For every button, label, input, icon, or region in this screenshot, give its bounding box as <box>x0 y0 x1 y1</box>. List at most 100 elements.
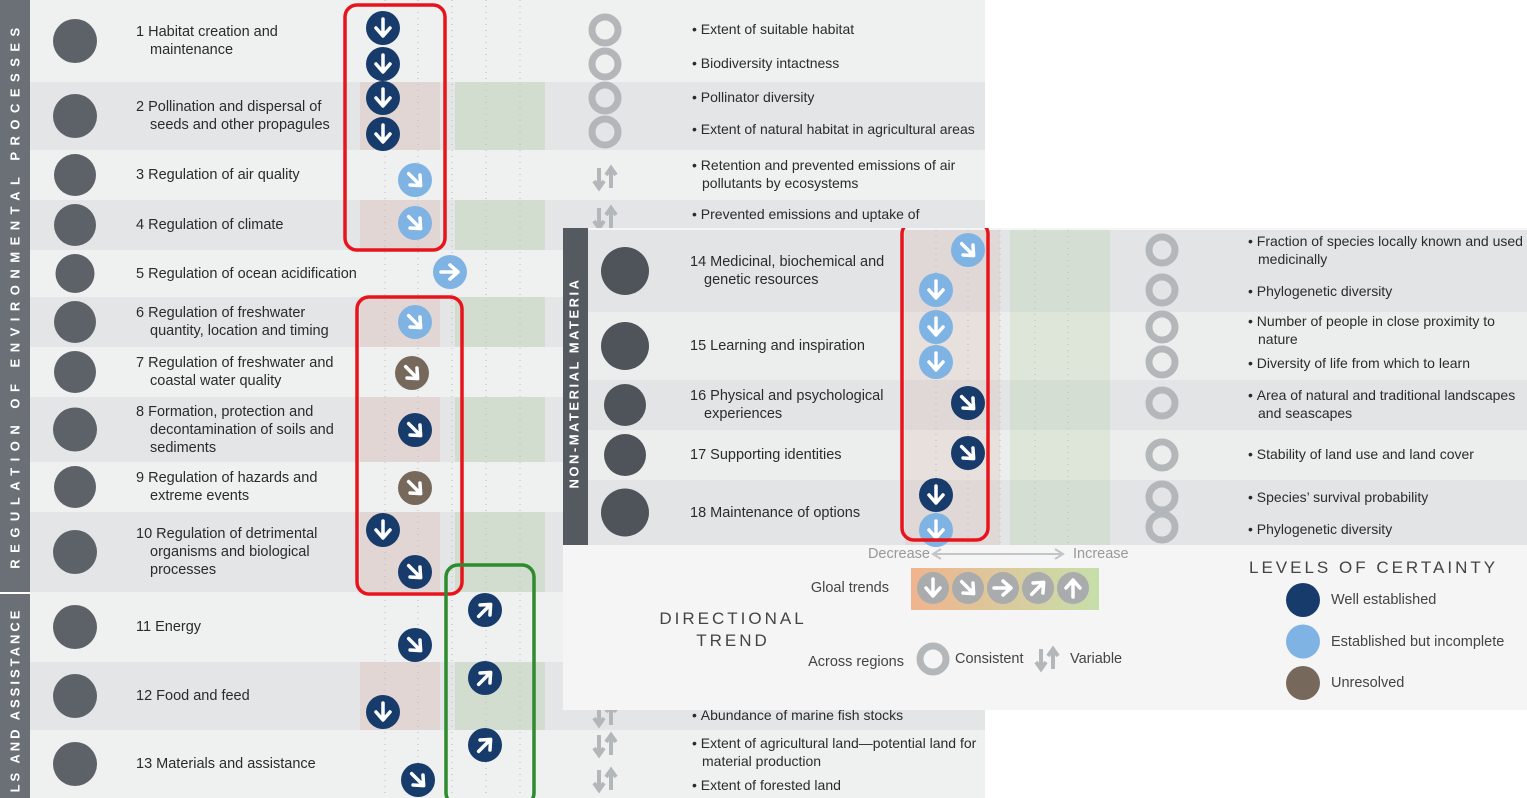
trend-arrow <box>366 513 400 547</box>
indicator: Area of natural and traditional landscap… <box>1248 386 1527 422</box>
service-icon <box>54 301 96 343</box>
trend-arrow <box>919 273 953 307</box>
trend-arrow <box>917 572 949 604</box>
trend-arrow <box>919 310 953 344</box>
consistent-ring <box>1145 438 1179 472</box>
indicator: Fraction of species locally known and us… <box>1248 232 1527 268</box>
variable-icon <box>592 164 618 192</box>
consistent-ring <box>588 81 622 115</box>
service-icon <box>54 466 96 508</box>
arrow-glyph <box>959 444 976 461</box>
trend-arrow <box>398 305 432 339</box>
consistent-ring <box>1145 310 1179 344</box>
consistent-ring <box>588 115 622 149</box>
service-icon <box>55 254 95 293</box>
indicator: Abundance of marine fish stocks <box>692 706 977 724</box>
trend-arrow <box>366 695 400 729</box>
service-label: 16 Physical and psychological experience… <box>690 388 884 422</box>
arrow-glyph <box>374 123 392 144</box>
legend-variable: Variable <box>1070 651 1123 667</box>
certainty-swatch <box>1286 624 1320 659</box>
legend-directional-trend: TREND <box>696 631 770 650</box>
section-label: REGULATION OF ENVIRONMENTAL PROCESSES <box>7 21 22 568</box>
side-strip <box>563 228 588 545</box>
consistent-ring <box>588 47 622 81</box>
arrow-glyph <box>406 563 423 580</box>
arrow-glyph <box>403 364 420 381</box>
legend-decrease: Decrease <box>867 546 930 562</box>
trend-arrow <box>468 728 502 762</box>
arrow-glyph <box>406 421 423 438</box>
service-label: 6 Regulation of freshwater quantity, loc… <box>136 305 329 339</box>
arrow-glyph <box>959 241 976 258</box>
variable-icon <box>1034 645 1060 673</box>
arrow-glyph <box>927 316 945 337</box>
highlight-box <box>355 295 464 596</box>
arrow-glyph <box>959 394 976 411</box>
trend-arrow <box>366 47 400 81</box>
legend-certainty: Unresolved <box>1331 675 1405 691</box>
indicator: Number of people in close proximity to n… <box>1248 312 1527 348</box>
arrow-glyph <box>374 87 392 108</box>
arrow-glyph <box>374 519 392 540</box>
trend-arrow <box>398 163 432 197</box>
service-label: 1 Habitat creation and maintenance <box>136 24 278 58</box>
arrow-glyph <box>927 279 945 300</box>
indicator: Biodiversity intactness <box>692 54 977 72</box>
service-label: 13 Materials and assistance <box>136 756 316 772</box>
legend-certainty-title: LEVELS OF CERTAINTY <box>1249 558 1499 577</box>
increase-tint <box>455 200 545 250</box>
service-label: 17 Supporting identities <box>690 447 842 463</box>
legend-global-trends: Gloal trends <box>810 580 889 596</box>
arrow-glyph <box>476 602 493 619</box>
service-icon <box>601 322 649 370</box>
arrow-glyph <box>439 263 460 281</box>
indicator: Extent of forested land <box>692 776 977 794</box>
indicator: Extent of suitable habitat <box>692 20 977 38</box>
arrow-glyph <box>409 771 426 788</box>
arrow-glyph <box>992 579 1013 597</box>
service-icon <box>53 407 97 452</box>
service-icon <box>53 19 97 63</box>
highlight-box <box>444 563 536 798</box>
legend-certainty: Established but incomplete <box>1331 633 1505 650</box>
legend-consistent: Consistent <box>955 651 1024 667</box>
consistent-ring <box>588 13 622 47</box>
service-icon <box>53 530 97 574</box>
decrease-tint <box>905 312 1000 380</box>
trend-arrow <box>951 386 985 420</box>
indicator: Pollinator diversity <box>692 88 977 106</box>
arrow-glyph <box>476 737 493 754</box>
decrease-tint <box>905 230 1000 312</box>
indicator: Phylogenetic diversity <box>1248 282 1527 300</box>
legend-directional-trend: DIRECTIONAL <box>659 609 807 628</box>
highlight-box <box>343 3 447 252</box>
arrow-glyph <box>927 484 945 505</box>
trend-arrow <box>468 661 502 695</box>
consistent-ring <box>1145 233 1179 267</box>
legend-increase: Increase <box>1073 546 1129 562</box>
arrow-glyph <box>924 577 942 598</box>
service-icon <box>54 154 96 196</box>
trend-arrow <box>398 206 432 240</box>
indicator: Phylogenetic diversity <box>1248 520 1527 538</box>
service-icon <box>54 351 96 393</box>
service-label: 10 Regulation of detrimental organisms a… <box>136 526 318 578</box>
trend-arrow <box>919 478 953 512</box>
certainty-swatch <box>1286 583 1320 617</box>
trend-arrow <box>395 356 429 390</box>
increase-tint <box>455 297 545 347</box>
consistent-ring <box>1145 273 1179 307</box>
trend-arrow <box>401 763 435 797</box>
section-label: LS AND ASSISTANCE <box>7 608 22 793</box>
arrow-glyph <box>374 17 392 38</box>
trend-arrow <box>987 572 1019 604</box>
increase-tint <box>1010 430 1110 480</box>
consistent-ring <box>1145 386 1179 420</box>
service-label: 4 Regulation of climate <box>136 217 284 233</box>
service-label: 12 Food and feed <box>136 688 250 704</box>
service-label: 2 Pollination and dispersal of seeds and… <box>136 99 330 133</box>
trend-arrow <box>433 255 467 289</box>
arrow-glyph <box>1029 580 1046 597</box>
